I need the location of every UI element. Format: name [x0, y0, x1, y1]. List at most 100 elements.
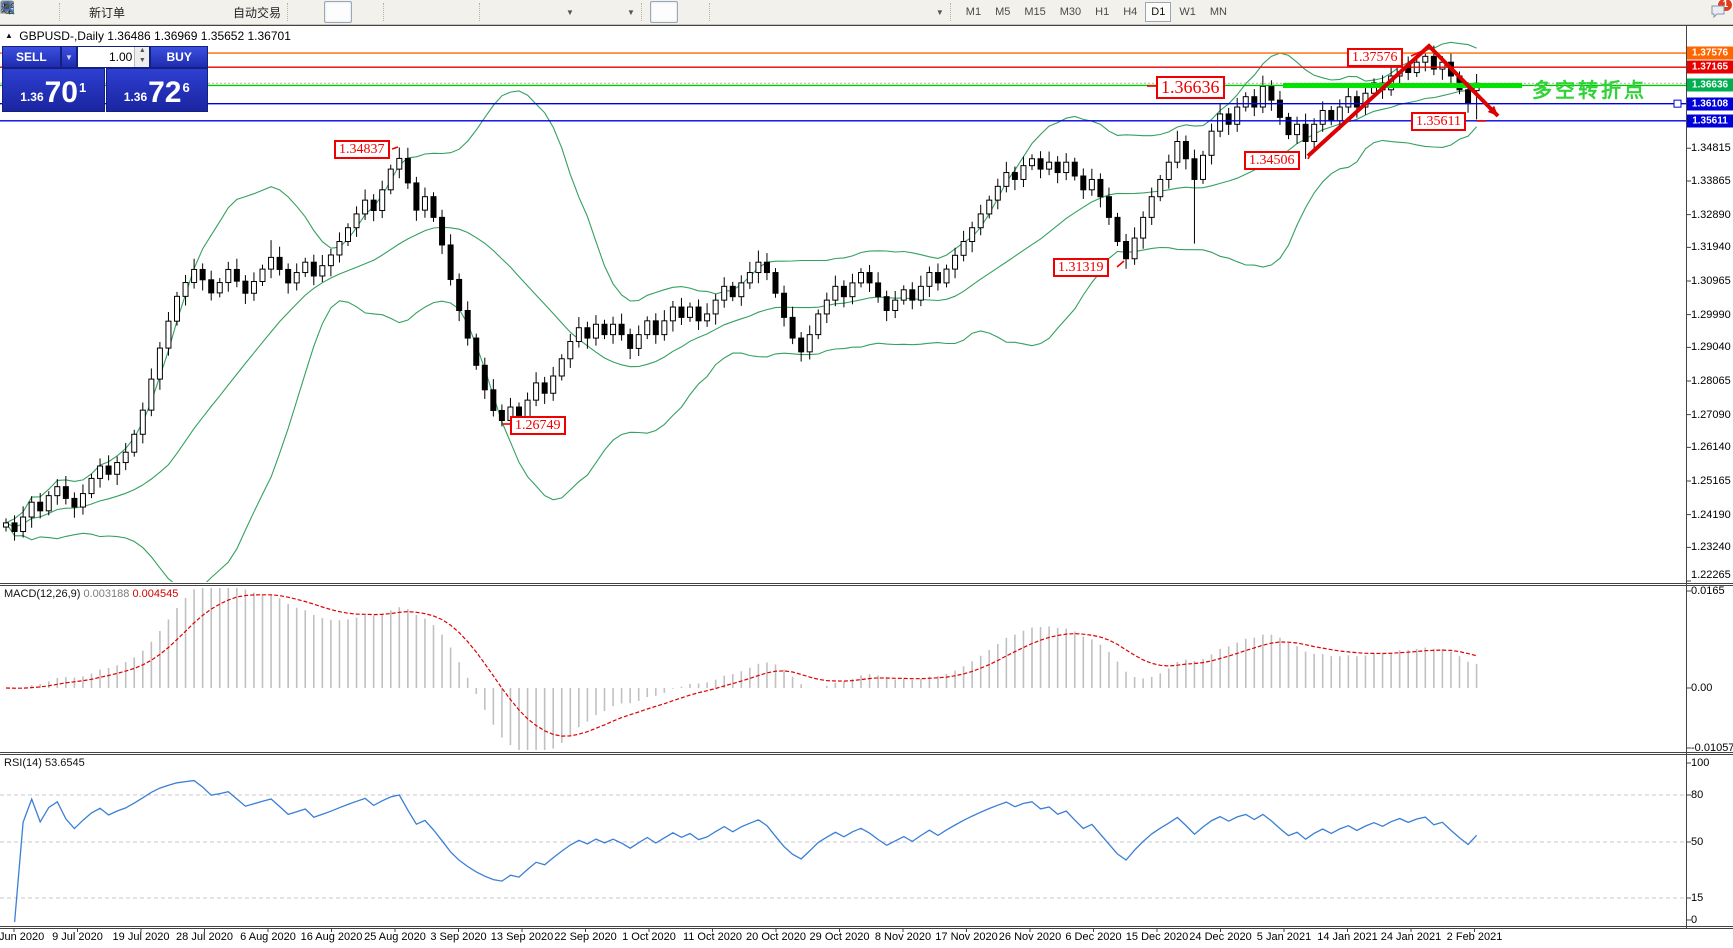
- period-button[interactable]: [1, 1, 605, 23]
- tile-windows-button[interactable]: [1, 1, 476, 23]
- equidistant-channel-icon: E: [1, 1, 823, 20]
- indicators-button[interactable]: ▼: [1, 1, 577, 23]
- auto-trading-label: 自动交易: [233, 5, 282, 20]
- volume-dropdown-button[interactable]: ▼: [60, 46, 78, 68]
- price-badge: 1.36636: [1687, 78, 1733, 92]
- main-toolbar: 新订单 自动交易 ▼ ▼ E F A T ▼ M1 M5 M15 M30 H1 H4 D1 W…: [0, 0, 1733, 25]
- timeframe-button-m15[interactable]: M15: [1024, 6, 1046, 18]
- macd-axis-tick: 0.00: [1691, 682, 1713, 694]
- zoom-in-button[interactable]: [2, 1, 420, 23]
- price-label-annotation[interactable]: 1.26749: [510, 416, 566, 435]
- price-label-annotation[interactable]: 1.34837: [334, 140, 390, 159]
- vertical-line-button[interactable]: [6, 1, 746, 23]
- svg-text:A: A: [4, 1, 12, 15]
- turning-point-annotation[interactable]: 多空转折点: [1532, 80, 1647, 102]
- chart-shift-button[interactable]: [1, 1, 544, 23]
- templates-button[interactable]: ▼: [1, 1, 638, 23]
- volume-down-icon[interactable]: ▼: [135, 57, 150, 67]
- buy-price-sup: 6: [182, 80, 190, 95]
- date-axis-label: 30 Jun 2020: [0, 931, 45, 943]
- timeframe-button-h4[interactable]: H4: [1123, 6, 1138, 18]
- horizontal-line-button[interactable]: [2, 1, 774, 23]
- zoom-in-icon: [2, 1, 414, 20]
- trendline-button[interactable]: [1, 1, 802, 23]
- arrows-button[interactable]: ▼: [5, 1, 947, 23]
- volume-up-icon[interactable]: ▲: [135, 47, 150, 57]
- channel-button[interactable]: E: [1, 1, 830, 23]
- chart-symbol: GBPUSD-,Daily: [19, 29, 104, 43]
- candlestick-chart-button[interactable]: [2, 1, 353, 23]
- crosshair-button[interactable]: [1, 1, 706, 23]
- macd-signal-line: [5, 594, 1477, 737]
- date-axis-label: 13 Sep 2020: [490, 931, 554, 943]
- trend-arrow-line[interactable]: [1306, 43, 1500, 158]
- text-label-button[interactable]: T: [1, 1, 914, 23]
- timeframe-button-d1[interactable]: D1: [1145, 2, 1172, 22]
- timeframe-button-h1[interactable]: H1: [1095, 6, 1110, 18]
- line-selection-handle[interactable]: [1673, 99, 1682, 108]
- zoom-out-icon: [2, 1, 442, 20]
- timeframe-button-w1[interactable]: W1: [1179, 6, 1196, 18]
- chart-title: ▲ GBPUSD-,Daily 1.36486 1.36969 1.35652 …: [5, 29, 291, 43]
- cursor-icon: [4, 2, 671, 20]
- fibonacci-button[interactable]: F: [2, 1, 858, 23]
- buy-price-small: 1.36: [123, 90, 148, 104]
- volume-spinner: ▲ ▼: [134, 47, 150, 67]
- zoom-out-button[interactable]: [2, 1, 448, 23]
- timeframe-button-m5[interactable]: M5: [995, 6, 1011, 18]
- profiles-button[interactable]: [0, 1, 56, 23]
- timeframe-button-mn[interactable]: MN: [1209, 6, 1227, 18]
- trend-arrow-head: [1487, 105, 1498, 116]
- annotation-pointer-line: [1307, 154, 1311, 160]
- cursor-button[interactable]: [4, 1, 678, 23]
- buy-button[interactable]: BUY: [150, 46, 208, 68]
- signals-icon: [1, 3, 206, 20]
- price-label-annotation[interactable]: 1.34506: [1244, 151, 1300, 170]
- volume-input[interactable]: [78, 47, 135, 67]
- annotation-pointer-line: [1410, 48, 1428, 57]
- price-label-annotation[interactable]: 1.36636: [1156, 76, 1225, 99]
- chat-button[interactable]: 1: [1710, 0, 1733, 21]
- ohlc-high: 1.36969: [154, 29, 198, 43]
- date-axis-label: 8 Nov 2020: [874, 931, 932, 943]
- price-badge: 1.37576: [1687, 46, 1733, 60]
- price-label-annotation[interactable]: 1.37576: [1347, 48, 1403, 67]
- price-axis-tick: 1.26140: [1691, 441, 1731, 454]
- price-label-annotation[interactable]: 1.35611: [1411, 112, 1466, 131]
- sell-price-big: 70: [44, 76, 78, 109]
- timeframe-button-m30[interactable]: M30: [1059, 6, 1082, 18]
- rsi-axis-tick: 50: [1691, 836, 1704, 848]
- price-axis-tick: 1.31940: [1691, 241, 1731, 254]
- community-icon: [2, 3, 178, 20]
- auto-trading-button[interactable]: 自动交易: [1, 1, 284, 23]
- timeframe-button-m1[interactable]: M1: [965, 6, 982, 18]
- line-chart-button[interactable]: [1, 1, 380, 23]
- date-axis-label: 3 Sep 2020: [430, 931, 487, 943]
- rsi-axis-tick: 80: [1691, 789, 1704, 801]
- price-axis-tick: 1.30965: [1691, 275, 1731, 287]
- signals-button[interactable]: [1, 1, 212, 23]
- search-icon[interactable]: [1, 1, 1700, 20]
- date-axis-label: 20 Oct 2020: [746, 931, 806, 943]
- deposit-button[interactable]: [2, 1, 156, 23]
- sell-button[interactable]: SELL: [2, 46, 61, 68]
- sell-price-sup: 1: [79, 80, 87, 95]
- text-button[interactable]: A: [4, 1, 886, 23]
- auto-scroll-button[interactable]: [1, 1, 516, 23]
- buy-price-display[interactable]: 1.36 72 6: [105, 68, 208, 112]
- date-axis-label: 11 Oct 2020: [682, 931, 743, 943]
- bar-chart-button[interactable]: [2, 1, 324, 23]
- rsi-panel: [0, 779, 1686, 923]
- date-axis-label: 26 Nov 2020: [998, 931, 1062, 943]
- sell-price-display[interactable]: 1.36 70 1: [2, 68, 105, 112]
- price-label-annotation[interactable]: 1.31319: [1053, 258, 1109, 277]
- date-axis-label: 5 Jan 2021: [1256, 931, 1312, 943]
- date-axis-label: 14 Jan 2021: [1317, 931, 1378, 943]
- community-button[interactable]: [2, 1, 184, 23]
- new-order-button[interactable]: 新订单: [1, 0, 128, 23]
- rsi-axis-tick: 0: [1691, 914, 1698, 926]
- annotation-pointer-line: [1116, 260, 1125, 268]
- rsi-label: RSI(14) 53.6545: [4, 757, 85, 769]
